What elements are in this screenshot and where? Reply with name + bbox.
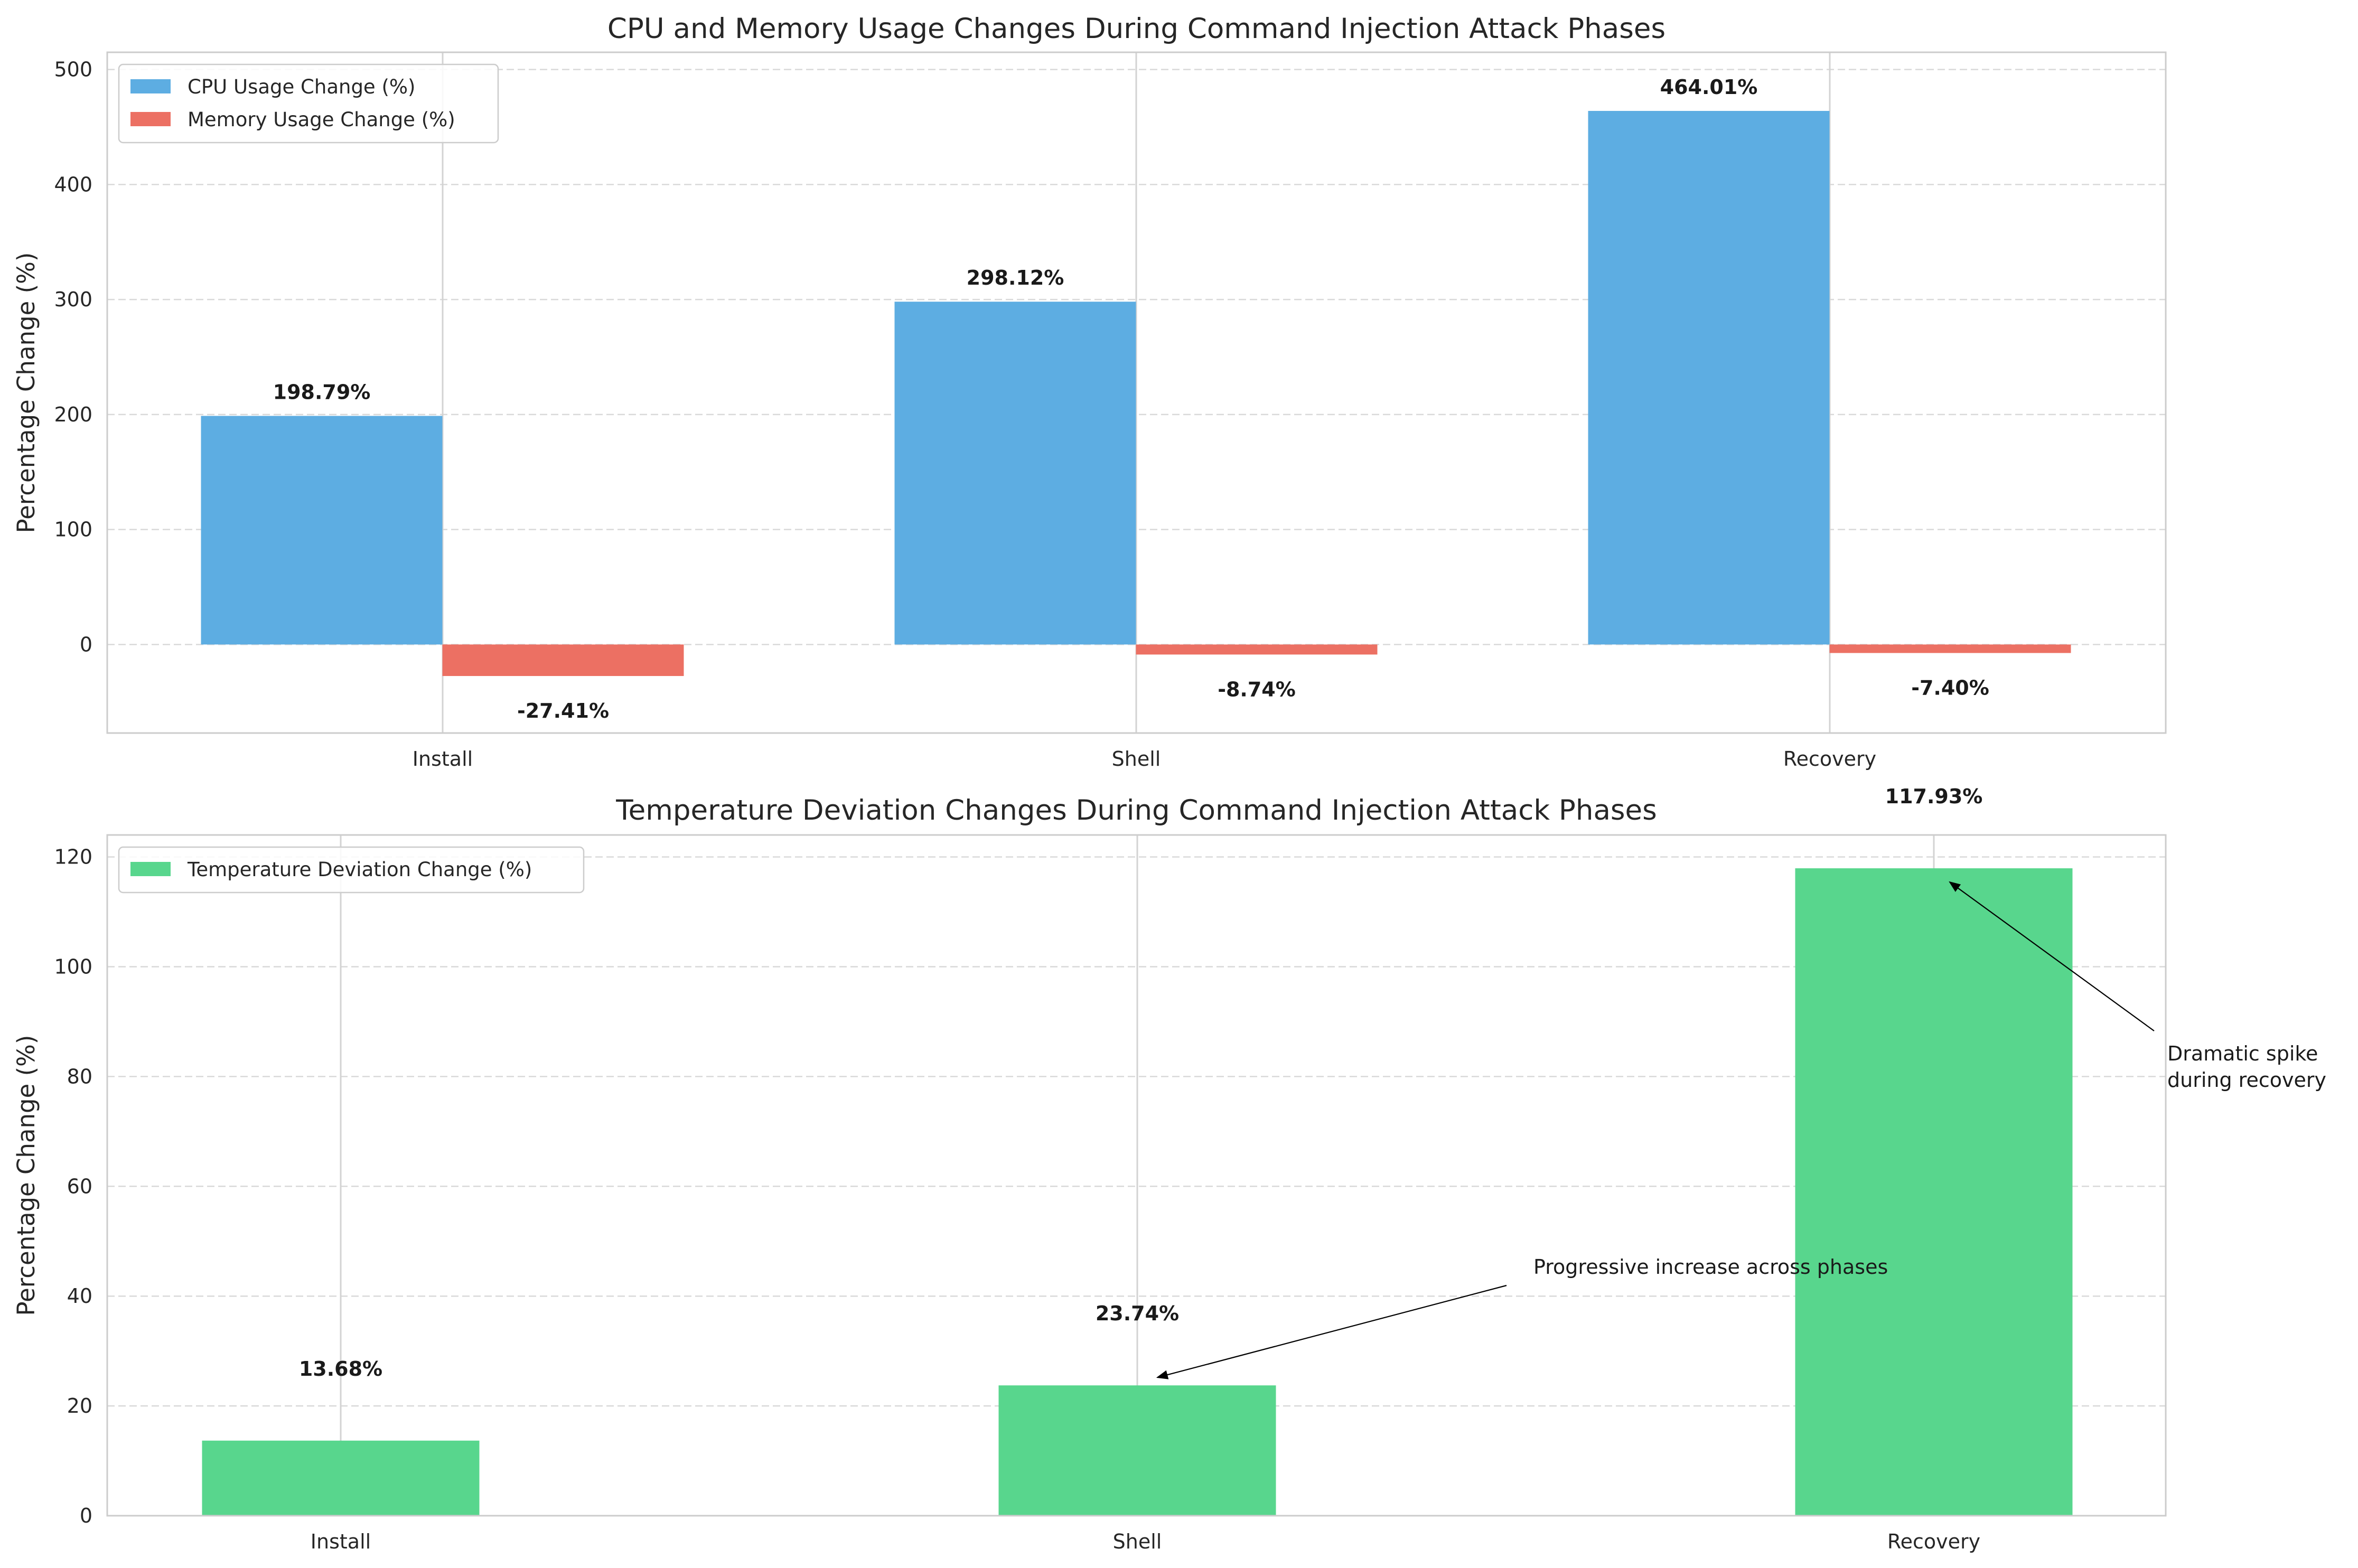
data-label: 117.93%	[1885, 785, 1983, 808]
bar-temperature-install	[202, 1440, 480, 1516]
bar-temperature-recovery	[1795, 868, 2073, 1516]
y-tick-label: 0	[80, 1504, 92, 1527]
y-tick-label: 100	[54, 955, 92, 978]
chart-panel-1: 0 100 200 300 400 500 198.79% 298.12% 464.01% -27…	[12, 13, 2167, 771]
data-label: 198.79%	[273, 381, 371, 404]
annotation-arrow	[1156, 1284, 1507, 1379]
legend-box	[118, 63, 499, 144]
data-label: -27.41%	[517, 699, 609, 722]
chart-title: Temperature Deviation Changes During Com…	[615, 794, 1657, 827]
x-tick-label: Recovery	[1887, 1530, 1980, 1553]
data-label: 13.68%	[299, 1357, 382, 1381]
bar-cpu-install	[201, 416, 443, 645]
data-label: -7.40%	[1911, 676, 1989, 699]
bar-memory-shell	[1136, 644, 1378, 655]
annotation-text: Progressive increase across phases	[1533, 1255, 1888, 1279]
annotation-line: Progressive increase across phases	[1533, 1255, 1888, 1279]
legend-label: Temperature Deviation Change (%)	[187, 858, 532, 881]
annotation-line: Dramatic spike	[2167, 1042, 2318, 1065]
data-label: 298.12%	[967, 266, 1064, 289]
bar-cpu-recovery	[1588, 111, 1830, 645]
data-label: -8.74%	[1218, 678, 1296, 701]
plot-frame	[106, 834, 2167, 1517]
legend: CPU Usage Change (%) Memory Usage Change …	[118, 63, 499, 144]
data-label: 464.01%	[1660, 76, 1758, 99]
annotation-line: during recovery	[2167, 1068, 2326, 1092]
y-tick-label: 100	[54, 518, 92, 541]
y-axis-label: Percentage Change (%)	[12, 1035, 40, 1316]
chart-title: CPU and Memory Usage Changes During Comm…	[607, 13, 1665, 45]
y-tick-label: 60	[67, 1175, 92, 1198]
plot-frame	[106, 51, 2167, 734]
legend: Temperature Deviation Change (%)	[118, 846, 585, 894]
legend-box	[118, 846, 585, 894]
y-tick-label: 500	[54, 58, 92, 81]
y-tick-label: 20	[67, 1394, 92, 1417]
chart-panel-2: 0 20 40 60 80 100 120 13.68% 23.74% 117.93% Instal…	[12, 785, 2326, 1553]
bar-memory-recovery	[1829, 644, 2071, 653]
bar-cpu-shell	[894, 302, 1136, 645]
legend-label: Memory Usage Change (%)	[188, 108, 455, 131]
x-tick-label: Recovery	[1783, 747, 1876, 771]
annotation-arrow	[1949, 881, 2155, 1031]
y-tick-label: 80	[67, 1065, 92, 1088]
x-tick-label: Shell	[1113, 1530, 1162, 1553]
legend-swatch	[130, 79, 171, 93]
y-tick-label: 300	[54, 288, 92, 311]
y-axis-label: Percentage Change (%)	[12, 252, 40, 533]
bar-memory-install	[442, 644, 684, 677]
legend-swatch	[130, 862, 171, 876]
y-tick-label: 120	[54, 846, 92, 869]
y-tick-label: 200	[54, 403, 92, 426]
data-label: 23.74%	[1096, 1302, 1179, 1325]
x-tick-label: Install	[413, 747, 473, 771]
bar-temperature-shell	[998, 1385, 1276, 1516]
y-tick-label: 40	[67, 1284, 92, 1308]
annotation-text: Dramatic spike during recovery	[2167, 1042, 2326, 1092]
x-tick-label: Install	[311, 1530, 371, 1553]
legend-label: CPU Usage Change (%)	[188, 76, 415, 98]
y-tick-label: 400	[54, 173, 92, 196]
y-tick-label: 0	[80, 633, 92, 656]
x-tick-label: Shell	[1112, 747, 1161, 771]
legend-swatch	[130, 112, 171, 126]
